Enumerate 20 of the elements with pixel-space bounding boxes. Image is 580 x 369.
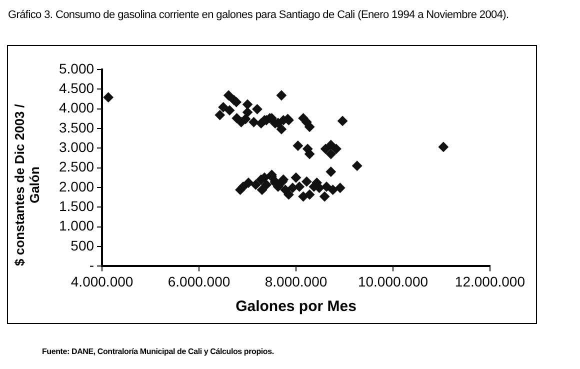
y-tick-label: 2.500	[58, 158, 94, 175]
y-axis-title: $ constantes de Dic 2003 / Galón	[12, 103, 43, 268]
x-tick-label: 12.000.000	[454, 273, 526, 290]
y-tick-label: 4.500	[58, 80, 94, 96]
source-note: Fuente: DANE, Contraloría Municipal de Cali y Cálculos propios.	[42, 347, 274, 356]
x-tick-label: 8.000.000	[264, 273, 328, 290]
y-tick-label: -	[89, 257, 94, 274]
y-tick-label: 3.500	[58, 119, 94, 136]
y-tick-label: 4.000	[58, 100, 94, 116]
x-tick-label: 10.000.000	[358, 273, 428, 290]
y-tick-label: 1.500	[58, 198, 94, 214]
y-tick-label: 1.000	[58, 218, 94, 234]
x-tick-label: 6.000.000	[168, 273, 230, 290]
chart-title: Gráfico 3. Consumo de gasolina corriente en galones para Santiago de Cali (Enero 1994 a Noviembre 2004).	[8, 9, 509, 21]
x-axis-title: Galones por Mes	[236, 298, 356, 316]
y-tick-label: 3.000	[58, 138, 94, 155]
x-tick-label: 4.000.000	[70, 273, 134, 290]
y-tick-label: 5.000	[58, 60, 94, 76]
y-tick-label: 2.000	[58, 178, 94, 194]
y-tick-label: 500	[70, 237, 94, 254]
